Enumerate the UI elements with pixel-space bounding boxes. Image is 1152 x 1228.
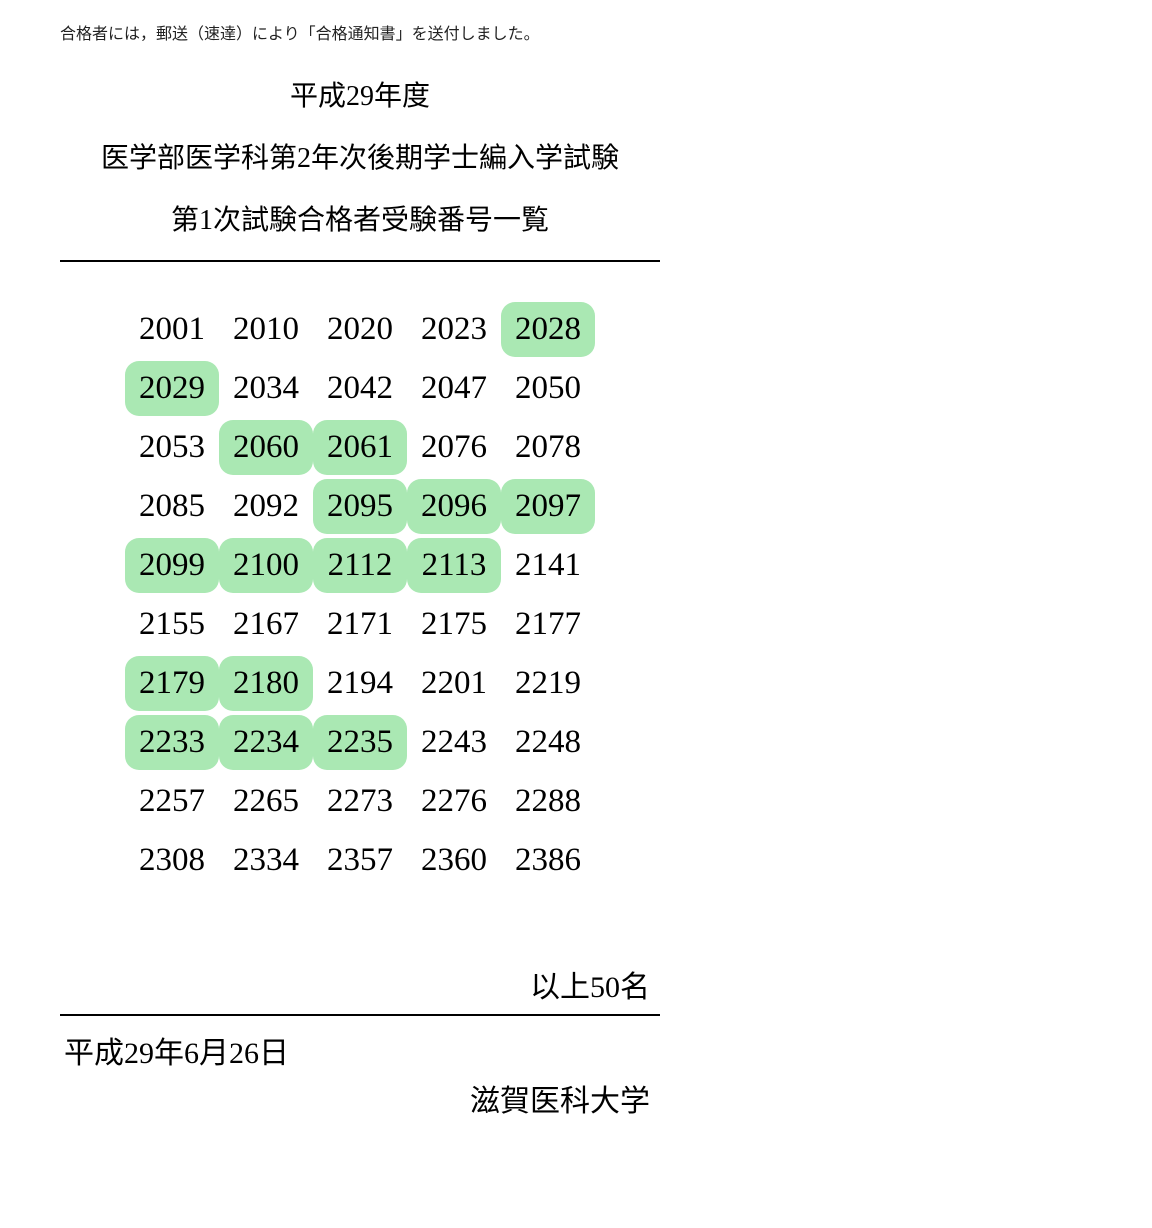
title-line-2: 第1次試験合格者受験番号一覧 (60, 198, 660, 238)
examinee-number-cell: 2175 (407, 597, 501, 652)
university-name: 滋賀医科大学 (60, 1076, 660, 1120)
examinee-number-cell: 2233 (125, 715, 219, 770)
count-line: 以上50名 (60, 962, 660, 1006)
examinee-number-cell: 2386 (501, 833, 595, 888)
examinee-number-cell: 2113 (407, 538, 501, 593)
examinee-number-cell: 2078 (501, 420, 595, 475)
examinee-number-cell: 2257 (125, 774, 219, 829)
examinee-number-cell: 2288 (501, 774, 595, 829)
title-line-1: 医学部医学科第2年次後期学士編入学試験 (60, 136, 660, 176)
year-title: 平成29年度 (60, 74, 660, 114)
examinee-number-cell: 2194 (313, 656, 407, 711)
examinee-number-cell: 2028 (501, 302, 595, 357)
examinee-number-cell: 2357 (313, 833, 407, 888)
examinee-number-cell: 2243 (407, 715, 501, 770)
examinee-number-cell: 2042 (313, 361, 407, 416)
examinee-number-cell: 2235 (313, 715, 407, 770)
examinee-number-cell: 2097 (501, 479, 595, 534)
table-row: 20292034204220472050 (125, 361, 595, 416)
examinee-number-cell: 2096 (407, 479, 501, 534)
table-row: 21792180219422012219 (125, 656, 595, 711)
date-line: 平成29年6月26日 (60, 1028, 660, 1072)
examinee-number-cell: 2177 (501, 597, 595, 652)
examinee-number-cell: 2095 (313, 479, 407, 534)
examinee-number-cell: 2020 (313, 302, 407, 357)
title-section: 平成29年度 医学部医学科第2年次後期学士編入学試験 第1次試験合格者受験番号一… (60, 74, 660, 238)
examinee-number-cell: 2334 (219, 833, 313, 888)
examinee-number-cell: 2273 (313, 774, 407, 829)
examinee-number-cell: 2308 (125, 833, 219, 888)
examinee-number-cell: 2047 (407, 361, 501, 416)
examinee-number-table: 2001201020202023202820292034204220472050… (125, 298, 595, 892)
examinee-number-cell: 2180 (219, 656, 313, 711)
examinee-number-cell: 2112 (313, 538, 407, 593)
examinee-number-cell: 2360 (407, 833, 501, 888)
examinee-number-cell: 2001 (125, 302, 219, 357)
table-row: 23082334235723602386 (125, 833, 595, 888)
examinee-number-cell: 2167 (219, 597, 313, 652)
examinee-number-cell: 2099 (125, 538, 219, 593)
examinee-number-cell: 2141 (501, 538, 595, 593)
examinee-number-cell: 2023 (407, 302, 501, 357)
examinee-number-cell: 2050 (501, 361, 595, 416)
examinee-number-cell: 2219 (501, 656, 595, 711)
table-row: 20852092209520962097 (125, 479, 595, 534)
notice-text: 合格者には，郵送（速達）により「合格通知書」を送付しました。 (60, 20, 1092, 44)
examinee-number-cell: 2248 (501, 715, 595, 770)
examinee-number-cell: 2061 (313, 420, 407, 475)
table-row: 20012010202020232028 (125, 302, 595, 357)
examinee-number-cell: 2265 (219, 774, 313, 829)
examinee-number-cell: 2234 (219, 715, 313, 770)
examinee-number-cell: 2171 (313, 597, 407, 652)
examinee-number-cell: 2053 (125, 420, 219, 475)
top-rule (60, 260, 660, 262)
examinee-number-cell: 2076 (407, 420, 501, 475)
table-row: 21552167217121752177 (125, 597, 595, 652)
examinee-number-cell: 2276 (407, 774, 501, 829)
table-row: 20992100211221132141 (125, 538, 595, 593)
main-block: 平成29年度 医学部医学科第2年次後期学士編入学試験 第1次試験合格者受験番号一… (60, 74, 660, 1120)
examinee-number-cell: 2085 (125, 479, 219, 534)
table-row: 22572265227322762288 (125, 774, 595, 829)
table-row: 20532060206120762078 (125, 420, 595, 475)
bottom-rule (60, 1014, 660, 1016)
examinee-number-cell: 2201 (407, 656, 501, 711)
examinee-number-cell: 2029 (125, 361, 219, 416)
examinee-number-cell: 2034 (219, 361, 313, 416)
examinee-number-cell: 2100 (219, 538, 313, 593)
table-row: 22332234223522432248 (125, 715, 595, 770)
examinee-number-cell: 2060 (219, 420, 313, 475)
examinee-number-cell: 2179 (125, 656, 219, 711)
examinee-number-cell: 2092 (219, 479, 313, 534)
examinee-number-cell: 2010 (219, 302, 313, 357)
examinee-number-cell: 2155 (125, 597, 219, 652)
